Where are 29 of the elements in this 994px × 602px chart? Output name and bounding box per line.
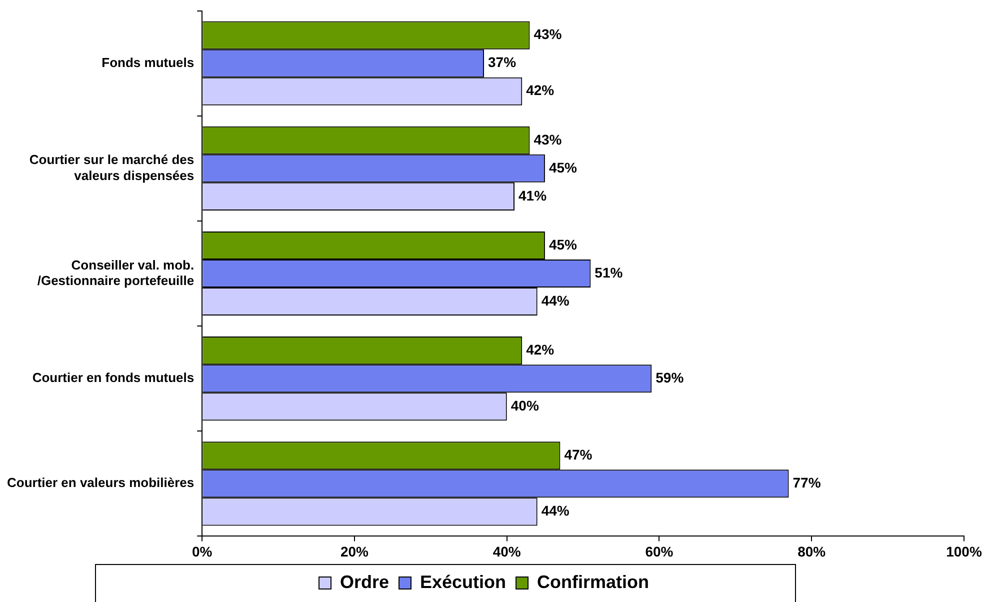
x-tick-label: 80% — [798, 543, 826, 560]
x-tick-label: 100% — [946, 543, 982, 560]
legend-label: Confirmation — [537, 572, 650, 592]
x-tick-label: 60% — [645, 543, 674, 560]
data-label: 47% — [564, 446, 593, 462]
data-label: 43% — [534, 26, 562, 42]
data-label: 42% — [526, 82, 555, 98]
x-tick-label: 40% — [492, 543, 522, 560]
data-label: 40% — [510, 397, 540, 414]
data-label: 44% — [541, 292, 570, 308]
data-label: 51% — [594, 264, 624, 280]
data-label: 45% — [548, 159, 578, 176]
y-tick-label: Courtier en valeurs mobilières — [7, 475, 194, 490]
y-tick-label: Courtier sur le marché des valeurs dispensées — [29, 152, 194, 183]
legend-label: Exécution — [420, 572, 506, 592]
y-tick-label: Courtier en fonds mutuels — [32, 370, 194, 386]
data-label: 43% — [534, 131, 562, 148]
data-label: 45% — [548, 236, 578, 252]
data-label: 44% — [541, 502, 570, 519]
y-tick-label: Conseiller val. mob. /Gestionnaire portefeuille — [37, 257, 194, 288]
data-label: 41% — [518, 187, 548, 204]
x-tick-label: 0% — [192, 543, 213, 560]
data-label: 59% — [656, 369, 684, 386]
data-label: 37% — [488, 54, 517, 70]
x-tick-label: 20% — [340, 543, 370, 560]
legend-label: Ordre — [340, 572, 390, 592]
data-label: 42% — [526, 341, 555, 358]
y-tick-label: Fonds mutuels — [102, 54, 194, 70]
data-label: 77% — [792, 474, 822, 491]
